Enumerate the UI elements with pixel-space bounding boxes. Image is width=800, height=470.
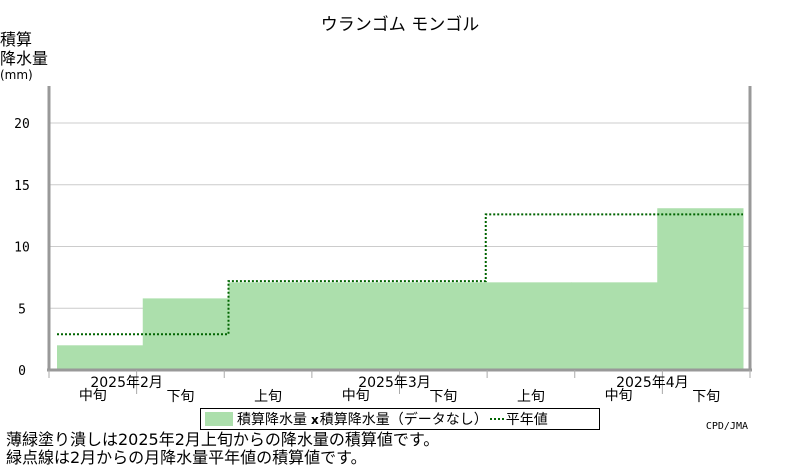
- bar-precip-6: [485, 282, 572, 370]
- bar-precip-8: [657, 208, 744, 370]
- x-tick-label-2: 下旬: [166, 389, 194, 405]
- y-axis-label: 積算 降水量 (mm): [0, 30, 48, 82]
- x-tick-label-5: 下旬: [429, 389, 457, 405]
- x-tick-label-8: 下旬: [692, 389, 720, 405]
- legend-x-mark: x: [311, 413, 319, 427]
- legend-item-precip: 積算降水量: [237, 412, 307, 428]
- y-tick-label-20: 20: [14, 117, 30, 132]
- y-tick-label-0: 0: [18, 364, 26, 379]
- legend: 積算降水量 x積算降水量（データなし） 平年値: [200, 408, 600, 430]
- month-label-3: 2025年4月: [616, 375, 689, 391]
- bar-precip-4: [314, 282, 401, 370]
- credit: CPD/JMA: [705, 421, 748, 432]
- month-label-1: 2025年2月: [90, 375, 163, 391]
- normal-line: [57, 213, 743, 336]
- note-dotted: 緑点線は2月からの月降水量平年値の積算値です。: [6, 448, 367, 467]
- y-axis-unit: (mm): [0, 68, 33, 82]
- y-tick-label-10: 10: [14, 241, 30, 256]
- y-tick-label-5: 5: [18, 302, 26, 317]
- x-tick-label-6: 上旬: [517, 389, 545, 405]
- x-tick-label-7: 中旬: [605, 388, 633, 404]
- legend-dotted-line: [489, 418, 504, 420]
- x-tick-label-4: 中旬: [342, 388, 370, 404]
- y-axis-label-line1: 積算: [0, 30, 33, 49]
- y-tick-label-15: 15: [14, 179, 30, 194]
- legend-item-normal: 平年値: [505, 412, 548, 428]
- bar-precip-5: [400, 282, 487, 370]
- month-label-2: 2025年3月: [358, 375, 431, 391]
- bar-precip-7: [571, 282, 658, 370]
- legend-item-nodata: 積算降水量（データなし）: [319, 412, 488, 428]
- bar-precip-1: [57, 345, 144, 370]
- note-fill: 薄緑塗り潰しは2025年2月上旬からの降水量の積算値です。: [6, 430, 440, 449]
- x-tick-label-3: 上旬: [254, 389, 282, 405]
- x-tick-label-1: 中旬: [79, 388, 107, 404]
- bar-precip-3: [228, 282, 315, 370]
- y-axis-label-line2: 降水量: [0, 49, 49, 68]
- legend-swatch-precip: [205, 412, 233, 426]
- chart-title: ウランゴム モンゴル: [320, 15, 480, 35]
